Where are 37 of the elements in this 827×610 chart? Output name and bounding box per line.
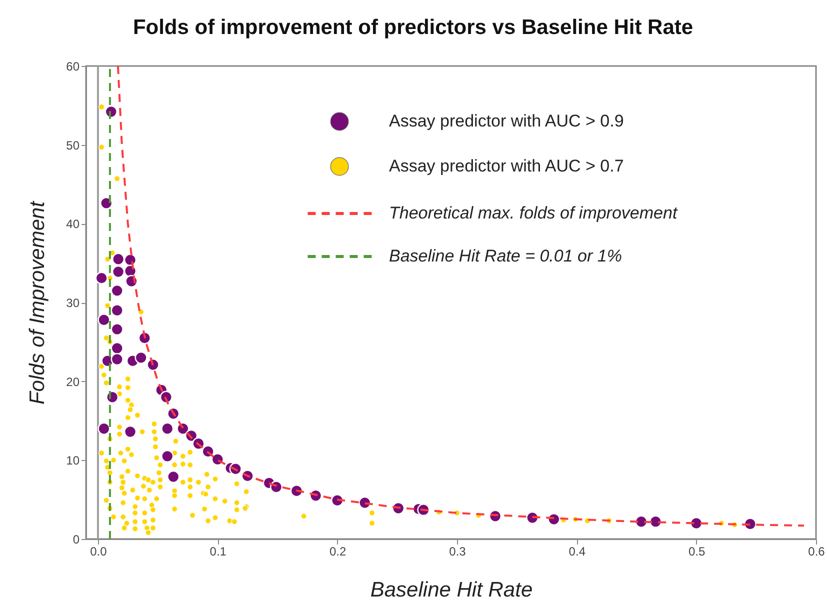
x-tick-label: 0.1 [210, 544, 227, 558]
point [161, 422, 174, 435]
point [98, 422, 110, 435]
point [110, 323, 124, 336]
x-tick-label: 0.5 [688, 544, 706, 558]
y-tick-label: 50 [66, 138, 80, 152]
x-tick-label: 0.3 [449, 544, 466, 558]
x-tick-label: 0.2 [329, 544, 346, 558]
y-axis-title: Folds of Improvement [26, 200, 50, 405]
point [110, 352, 124, 366]
point [134, 351, 148, 364]
point [112, 265, 125, 278]
chart-title: Folds of improvement of predictors vs Baseline Hit Rate [132, 16, 694, 39]
x-axis-title: Baseline Hit Rate [370, 578, 533, 602]
point [98, 314, 110, 326]
y-tick-label: 10 [66, 454, 80, 468]
legend-label: Assay predictor with AUC > 0.9 [389, 112, 624, 130]
point [110, 342, 124, 355]
y-tick-label: 40 [66, 217, 80, 232]
point [112, 252, 125, 266]
x-tick-label: 0.4 [568, 544, 586, 558]
legend-label: Assay predictor with AUC > 0.7 [389, 156, 624, 176]
point [95, 272, 108, 284]
point [110, 304, 124, 317]
y-tick-label: 60 [66, 60, 80, 74]
point [124, 425, 137, 438]
x-tick-label: 0.0 [90, 544, 108, 558]
y-tick-label: 30 [66, 296, 80, 310]
x-tick-label: 0.6 [808, 544, 826, 558]
legend-label: Theoretical max. folds of improvement [389, 204, 678, 222]
point [100, 196, 113, 210]
y-tick-label: 0 [72, 532, 80, 546]
y-tick-label: 20 [66, 374, 80, 389]
legend-label: Baseline Hit Rate = 0.01 or 1% [389, 246, 622, 266]
point [167, 470, 180, 484]
point [161, 450, 174, 463]
point [110, 284, 124, 297]
